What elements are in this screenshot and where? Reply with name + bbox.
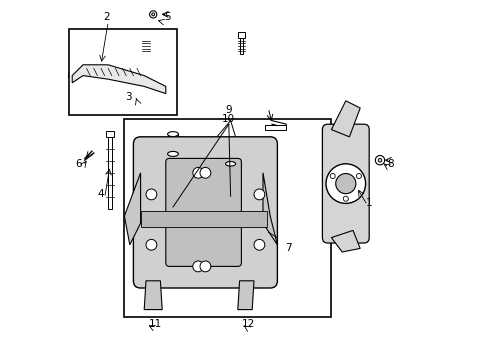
FancyBboxPatch shape: [133, 137, 277, 288]
Circle shape: [375, 156, 385, 165]
Bar: [124, 119, 331, 317]
Circle shape: [146, 239, 157, 250]
Text: 7: 7: [285, 243, 292, 253]
Circle shape: [94, 86, 98, 90]
Polygon shape: [144, 281, 162, 310]
Circle shape: [330, 174, 335, 179]
Circle shape: [137, 67, 151, 81]
Bar: [143, 32, 149, 38]
Text: 6: 6: [75, 159, 82, 169]
Bar: [225, 146, 236, 164]
Circle shape: [336, 174, 356, 194]
Bar: [265, 125, 286, 130]
Bar: [238, 32, 245, 38]
Circle shape: [193, 261, 204, 272]
FancyBboxPatch shape: [322, 124, 369, 243]
Polygon shape: [124, 173, 141, 245]
Circle shape: [141, 94, 148, 101]
Bar: [108, 137, 112, 209]
Ellipse shape: [168, 132, 178, 136]
Circle shape: [254, 239, 265, 250]
Circle shape: [136, 89, 152, 105]
Circle shape: [69, 67, 87, 85]
Text: 12: 12: [242, 319, 255, 329]
Polygon shape: [331, 230, 360, 252]
Circle shape: [141, 71, 147, 77]
Text: 2: 2: [103, 12, 110, 22]
Circle shape: [378, 158, 382, 162]
Circle shape: [74, 72, 81, 79]
Bar: [69, 29, 176, 115]
Bar: [141, 211, 267, 227]
Text: 8: 8: [388, 159, 394, 169]
Polygon shape: [238, 281, 254, 310]
Circle shape: [152, 13, 155, 16]
Bar: [106, 131, 114, 137]
Polygon shape: [331, 101, 360, 137]
Bar: [240, 38, 243, 54]
Text: 4: 4: [98, 189, 104, 199]
Circle shape: [254, 189, 265, 200]
Circle shape: [193, 167, 204, 178]
Ellipse shape: [225, 162, 236, 166]
Polygon shape: [263, 173, 277, 245]
Text: 9: 9: [225, 105, 232, 115]
Ellipse shape: [225, 144, 236, 148]
Circle shape: [200, 167, 211, 178]
Bar: [168, 134, 178, 154]
Circle shape: [326, 164, 366, 203]
Ellipse shape: [168, 152, 178, 156]
Circle shape: [149, 11, 157, 18]
Bar: [144, 38, 148, 54]
Polygon shape: [72, 65, 166, 94]
Circle shape: [90, 83, 101, 94]
Text: 5: 5: [164, 12, 171, 22]
Circle shape: [158, 71, 163, 76]
FancyBboxPatch shape: [166, 158, 242, 266]
Text: 10: 10: [222, 114, 235, 124]
Circle shape: [356, 174, 362, 179]
Text: 3: 3: [124, 92, 131, 102]
Circle shape: [200, 261, 211, 272]
Circle shape: [343, 196, 348, 201]
Text: 11: 11: [148, 319, 162, 329]
Circle shape: [146, 189, 157, 200]
Circle shape: [154, 67, 167, 80]
Text: 1: 1: [366, 198, 372, 208]
